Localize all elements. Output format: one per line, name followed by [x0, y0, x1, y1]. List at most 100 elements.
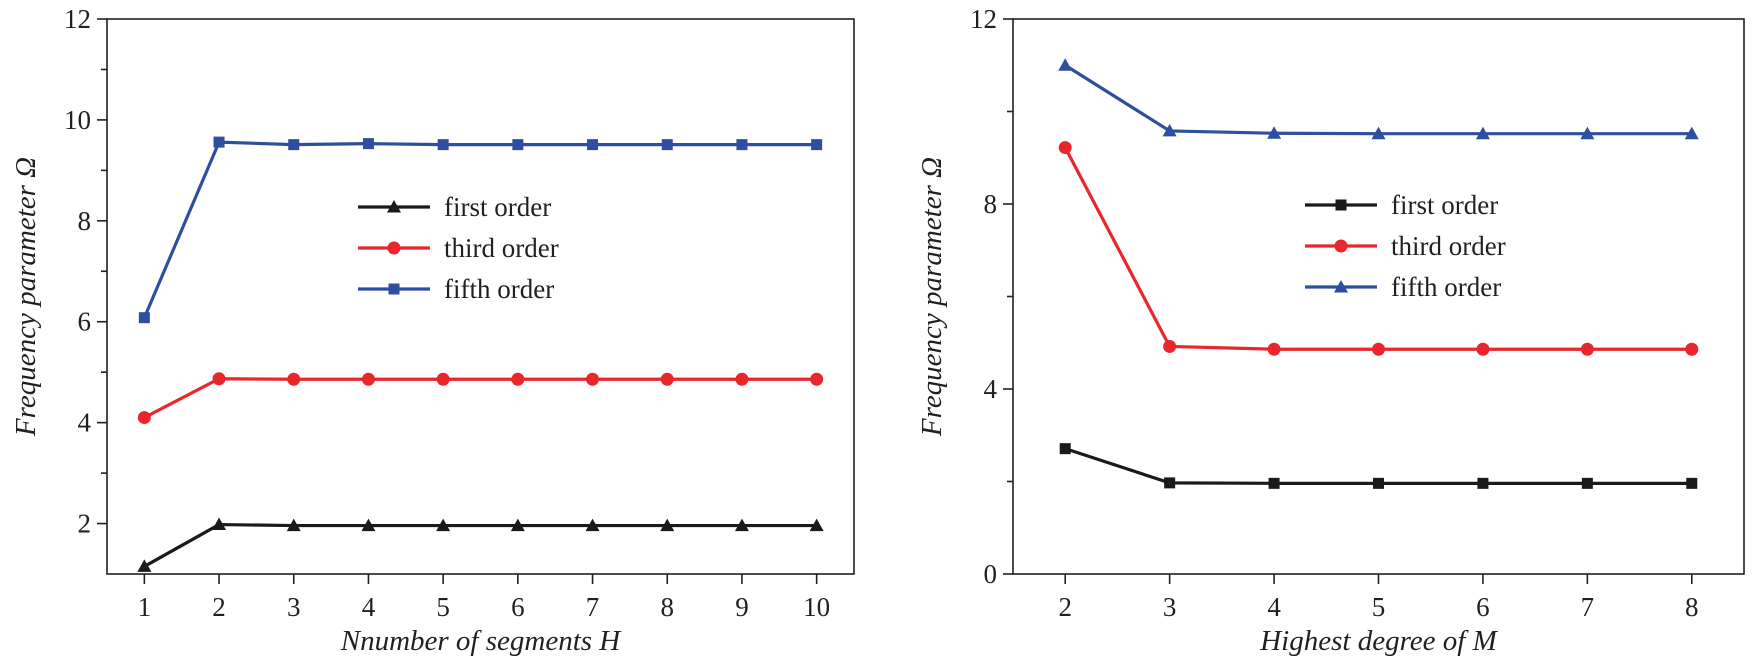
data-point: [810, 372, 824, 386]
series-first-order: [137, 517, 824, 572]
legend-entry: third order: [1305, 231, 1506, 261]
series-line: [143, 377, 817, 420]
legend-marker: [1335, 199, 1347, 211]
x-tick-label: 2: [212, 592, 226, 622]
y-tick-label: 6: [78, 307, 92, 337]
legend-label: fifth order: [444, 274, 554, 304]
data-point: [1685, 342, 1699, 356]
x-axis-label: Nnumber of segments H: [340, 625, 623, 657]
legend-marker: [1334, 239, 1348, 253]
x-tick-label: 7: [586, 592, 600, 622]
x-tick-label: 3: [1163, 592, 1177, 622]
data-point: [213, 136, 225, 148]
x-tick-label: 5: [1372, 592, 1386, 622]
data-point: [286, 518, 301, 532]
data-point: [212, 372, 226, 386]
data-point: [1580, 342, 1594, 356]
x-axis-label: Highest degree of M: [1259, 625, 1498, 657]
x-tick-label: 10: [803, 592, 830, 622]
legend-label: third order: [1391, 231, 1506, 261]
x-tick-label: 2: [1058, 592, 1072, 622]
data-point: [1059, 443, 1071, 455]
y-axis-label: Frequency parameter Ω: [916, 157, 948, 437]
data-point: [735, 372, 749, 386]
data-point: [361, 518, 376, 532]
series-fifth-order: [138, 136, 823, 324]
data-point: [1477, 477, 1489, 489]
data-point: [1267, 342, 1281, 356]
data-point: [511, 372, 525, 386]
legend-entry: first order: [358, 192, 551, 222]
series-first-order: [1059, 443, 1698, 489]
data-point: [585, 518, 600, 532]
series-fifth-order: [1058, 58, 1699, 140]
data-point: [138, 312, 150, 324]
data-point: [512, 139, 524, 151]
data-point: [1476, 342, 1490, 356]
series-line: [1064, 63, 1692, 136]
series-line: [142, 140, 817, 319]
data-point: [660, 518, 675, 532]
data-point: [587, 139, 599, 151]
legend-label: fifth order: [1391, 272, 1501, 302]
x-tick-label: 6: [511, 592, 525, 622]
y-tick-label: 0: [984, 559, 998, 589]
data-point: [137, 411, 151, 425]
data-point: [1058, 58, 1073, 71]
data-point: [1475, 126, 1490, 140]
data-point: [1684, 126, 1699, 140]
right-chart: 2 3 4 5 6 7 8 0 4 8 12 Highest degree of M Frequency…: [916, 4, 1745, 657]
data-point: [736, 139, 748, 151]
data-point: [1581, 477, 1593, 489]
y-tick-label: 12: [970, 4, 997, 34]
data-point: [734, 518, 749, 532]
data-point: [1164, 477, 1176, 489]
data-point: [1686, 477, 1698, 489]
x-tick-label: 4: [362, 592, 376, 622]
x-tick-label: 8: [661, 592, 675, 622]
data-point: [661, 139, 673, 151]
legend-marker: [387, 200, 401, 213]
y-tick-label: 10: [64, 105, 91, 135]
data-point: [362, 138, 374, 150]
data-point: [436, 372, 450, 386]
legend-label: first order: [444, 192, 551, 222]
legend-marker: [387, 241, 401, 255]
x-tick-label: 5: [436, 592, 450, 622]
data-point: [361, 372, 375, 386]
plot-frame: [106, 18, 855, 575]
legend-label: third order: [444, 233, 559, 263]
x-tick-label: 6: [1476, 592, 1490, 622]
data-point: [437, 139, 449, 151]
data-point: [1162, 123, 1177, 137]
data-point: [1163, 339, 1177, 353]
data-point: [1058, 141, 1072, 155]
legend-entry: fifth order: [358, 274, 554, 304]
data-point: [1580, 126, 1595, 140]
y-tick-label: 8: [78, 206, 92, 236]
legend-entry: third order: [358, 233, 559, 263]
data-point: [586, 372, 600, 386]
x-tick-label: 3: [287, 592, 301, 622]
legend-marker: [388, 283, 400, 295]
series-line: [1063, 146, 1692, 351]
y-tick-label: 4: [78, 408, 92, 438]
data-point: [660, 372, 674, 386]
x-tick-label: 1: [138, 592, 152, 622]
data-point: [1267, 126, 1282, 139]
x-tick-label: 7: [1581, 592, 1595, 622]
legend-entry: fifth order: [1305, 272, 1501, 302]
data-point: [212, 517, 227, 531]
data-point: [809, 518, 824, 532]
data-point: [137, 559, 152, 572]
y-tick-label: 8: [984, 189, 998, 219]
data-point: [287, 372, 301, 386]
y-tick-label: 2: [78, 509, 92, 539]
data-point: [436, 518, 451, 532]
data-point: [1373, 477, 1384, 489]
data-point: [510, 518, 525, 532]
series-third-order: [137, 372, 824, 425]
series-line: [143, 522, 817, 568]
